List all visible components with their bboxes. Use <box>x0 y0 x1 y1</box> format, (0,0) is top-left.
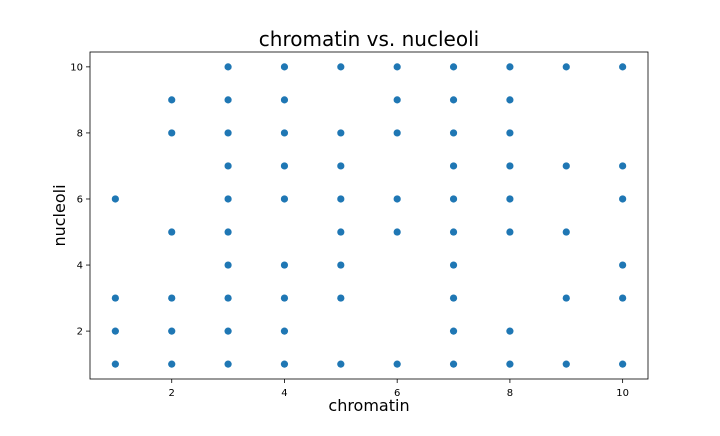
data-point <box>168 294 176 302</box>
data-point <box>449 294 458 302</box>
data-point <box>224 162 232 170</box>
data-point <box>449 63 458 71</box>
data-point <box>168 327 176 335</box>
data-point <box>337 162 345 170</box>
data-point <box>337 294 345 302</box>
data-point <box>280 96 289 104</box>
data-point <box>562 63 570 71</box>
data-point <box>111 195 119 203</box>
data-point <box>280 360 289 368</box>
data-point <box>224 360 232 368</box>
y-axis-ticks: 2 4 6 8 10 <box>70 62 90 338</box>
data-point <box>449 261 458 269</box>
data-point <box>393 96 401 104</box>
data-point <box>619 63 627 71</box>
data-point <box>506 129 514 137</box>
data-point <box>449 360 458 368</box>
x-axis-ticks: 2 4 6 8 10 <box>169 379 629 399</box>
data-point <box>619 294 627 302</box>
data-point <box>111 294 119 302</box>
y-tick-label: 4 <box>77 261 83 272</box>
data-point <box>337 261 345 269</box>
data-points <box>111 63 627 368</box>
y-tick-label: 10 <box>70 62 83 73</box>
data-point <box>449 162 458 170</box>
data-point <box>224 96 232 104</box>
data-point <box>562 162 570 170</box>
data-point <box>449 96 458 104</box>
data-point <box>393 195 401 203</box>
data-point <box>168 228 176 236</box>
y-tick-label: 8 <box>77 128 83 139</box>
x-axis-title: chromatin <box>328 396 409 415</box>
data-point <box>562 228 570 236</box>
data-point <box>449 129 458 137</box>
data-point <box>393 129 401 137</box>
data-point <box>619 162 627 170</box>
x-tick-label: 8 <box>507 388 513 399</box>
data-point <box>506 63 514 71</box>
data-point <box>337 195 345 203</box>
x-tick-label: 6 <box>394 388 400 399</box>
data-point <box>619 195 627 203</box>
data-point <box>280 294 289 302</box>
data-point <box>337 360 345 368</box>
x-tick-label: 2 <box>169 388 175 399</box>
y-tick-label: 2 <box>77 327 83 338</box>
data-point <box>224 327 232 335</box>
data-point <box>224 129 232 137</box>
data-point <box>168 129 176 137</box>
data-point <box>619 360 627 368</box>
data-point <box>224 228 232 236</box>
data-point <box>280 129 289 137</box>
x-tick-label: 10 <box>616 388 629 399</box>
data-point <box>280 195 289 203</box>
data-point <box>393 228 401 236</box>
data-point <box>224 261 232 269</box>
data-point <box>506 162 514 170</box>
y-tick-label: 6 <box>77 194 83 205</box>
data-point <box>393 63 401 71</box>
data-point <box>562 294 570 302</box>
y-axis-title: nucleoli <box>50 184 69 246</box>
plot-area <box>89 51 649 380</box>
data-point <box>506 360 514 368</box>
data-point <box>224 294 232 302</box>
x-tick-label: 4 <box>281 388 287 399</box>
data-point <box>280 261 289 269</box>
data-point <box>280 327 289 335</box>
data-point <box>449 327 458 335</box>
data-point <box>224 195 232 203</box>
data-point <box>562 360 570 368</box>
data-point <box>506 96 514 104</box>
data-point <box>449 195 458 203</box>
data-point <box>168 360 176 368</box>
data-point <box>111 360 119 368</box>
data-point <box>337 228 345 236</box>
chart-title: chromatin vs. nucleoli <box>259 27 479 51</box>
data-point <box>506 228 514 236</box>
data-point <box>506 327 514 335</box>
data-point <box>280 162 289 170</box>
data-point <box>337 63 345 71</box>
data-point <box>280 63 289 71</box>
data-point <box>619 261 627 269</box>
data-point <box>449 228 458 236</box>
data-point <box>506 195 514 203</box>
data-point <box>224 63 232 71</box>
data-point <box>393 360 401 368</box>
data-point <box>337 129 345 137</box>
data-point <box>111 327 119 335</box>
data-point <box>168 96 176 104</box>
